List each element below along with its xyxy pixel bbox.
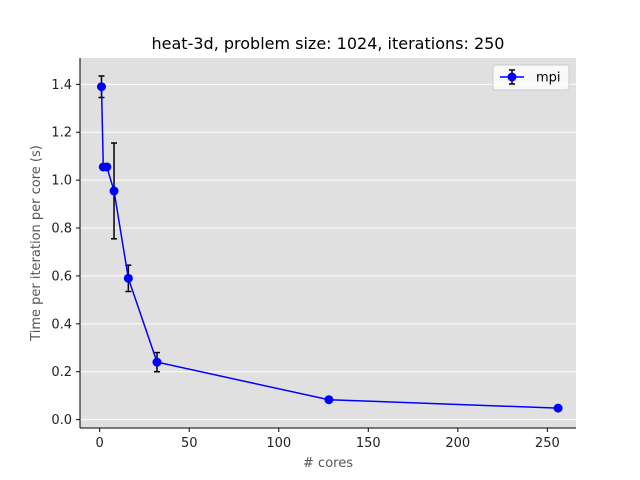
grid-lines (80, 83, 576, 421)
x-tick-label: 200 (445, 436, 470, 451)
y-axis-label: Time per iteration per core (s) (29, 145, 44, 342)
x-tick-label: 100 (266, 436, 291, 451)
data-point (324, 395, 334, 405)
y-tick-label: 1.4 (51, 78, 72, 93)
x-tick-label: 0 (96, 436, 104, 451)
chart-title: heat-3d, problem size: 1024, iterations:… (152, 34, 505, 53)
data-point (123, 273, 133, 283)
legend-label: mpi (536, 71, 561, 86)
data-point (102, 162, 112, 172)
data-point (109, 186, 119, 196)
data-point (96, 82, 106, 92)
x-tick-label: 150 (356, 436, 381, 451)
y-ticks: 0.0 0.2 0.4 0.6 0.8 1.0 1.2 1.4 (51, 78, 80, 428)
y-tick-label: 0.2 (51, 365, 72, 380)
y-tick-label: 0.0 (51, 413, 72, 428)
y-tick-label: 1.0 (51, 174, 72, 189)
data-point (553, 403, 563, 413)
data-points (96, 82, 563, 413)
legend: mpi (492, 64, 570, 91)
x-tick-label: 50 (181, 436, 198, 451)
plot-area-background (80, 58, 576, 428)
x-tick-label: 250 (535, 436, 560, 451)
legend-marker (507, 72, 517, 82)
y-tick-label: 1.2 (51, 126, 72, 141)
x-axis-label: # cores (303, 456, 353, 471)
y-tick-label: 0.6 (51, 269, 72, 284)
data-point (152, 357, 162, 367)
x-ticks: 0 50 100 150 200 250 (96, 428, 560, 451)
y-tick-label: 0.8 (51, 222, 72, 237)
y-tick-label: 0.4 (51, 317, 72, 332)
